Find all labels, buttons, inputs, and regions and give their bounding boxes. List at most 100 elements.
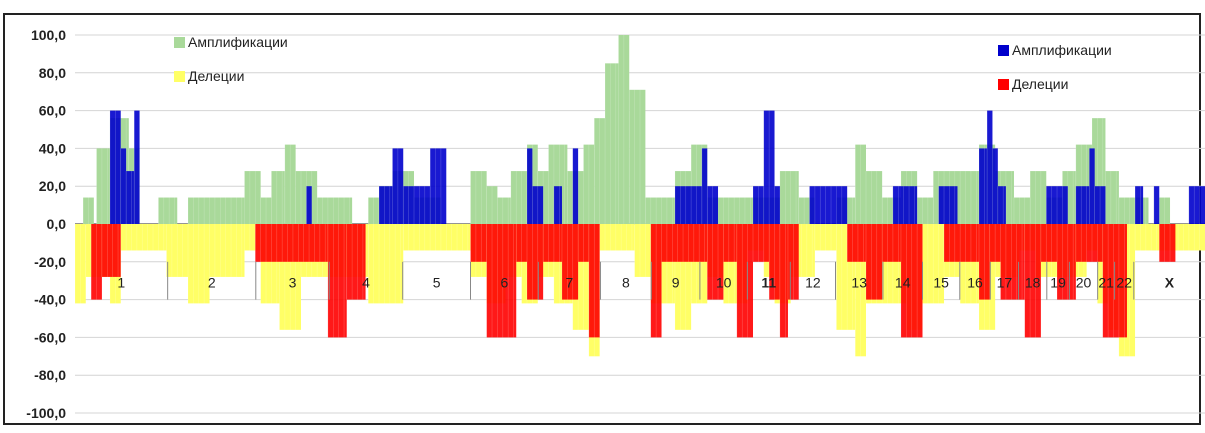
bar [650, 224, 662, 338]
bar [368, 197, 380, 224]
bar [510, 171, 527, 224]
bar [866, 171, 883, 224]
bar [368, 224, 404, 304]
bar [327, 224, 347, 338]
chromosome-label: 20 [1076, 275, 1092, 291]
bar [403, 224, 471, 251]
bar [922, 224, 945, 304]
bar [75, 224, 86, 304]
bar [346, 224, 366, 300]
bars [74, 35, 1205, 357]
bar [707, 224, 724, 300]
bar [779, 224, 788, 338]
chromosome-label: 9 [672, 275, 680, 291]
bar [126, 171, 135, 224]
bar [763, 110, 775, 224]
bar [1000, 224, 1025, 300]
bar [96, 148, 110, 224]
bar [701, 148, 708, 224]
y-tick-label: -100,0 [26, 405, 66, 421]
y-tick-label: 100,0 [31, 27, 66, 43]
legend-swatch [998, 45, 1009, 56]
bar [1153, 186, 1160, 224]
bar [1105, 171, 1119, 224]
y-tick-label: -60,0 [34, 329, 66, 345]
chromosome-label: 8 [622, 275, 630, 291]
bar [1057, 224, 1076, 300]
bar [634, 224, 651, 277]
bar [866, 224, 883, 300]
bar [101, 224, 121, 277]
bar [979, 224, 990, 300]
bar [629, 89, 646, 224]
bar [944, 224, 979, 262]
bar [855, 144, 866, 224]
y-tick-label: -20,0 [34, 254, 66, 270]
bar [753, 224, 770, 262]
bar [674, 186, 702, 224]
bar [809, 186, 848, 224]
bar [900, 224, 923, 338]
legend-label: Делеции [1012, 76, 1068, 92]
bar [707, 186, 719, 224]
bar [134, 110, 140, 224]
y-tick-label: 40,0 [39, 140, 66, 156]
bar [645, 197, 675, 224]
chromosome-label: 7 [565, 275, 573, 291]
bar [847, 224, 866, 262]
bar [430, 148, 447, 224]
bar [271, 171, 285, 224]
bar [109, 110, 121, 224]
bar [83, 197, 94, 224]
bar [548, 144, 568, 224]
chromosome-label: 5 [433, 275, 441, 291]
bar [188, 224, 210, 304]
bar [594, 118, 606, 224]
bar [882, 224, 901, 262]
legend-label: Делеции [188, 68, 244, 84]
chromosome-label: 2 [208, 275, 216, 291]
bar [989, 224, 1001, 262]
chromosome-label: 1 [117, 275, 125, 291]
bar [917, 197, 934, 224]
bar [618, 35, 630, 224]
bar [1118, 197, 1149, 224]
legend-swatch [174, 71, 185, 82]
bar [578, 224, 589, 262]
bar [486, 186, 498, 224]
bar [317, 197, 353, 224]
bar [158, 197, 178, 224]
bar [855, 224, 866, 357]
bar [1159, 224, 1176, 262]
chromosome-label: 12 [805, 275, 821, 291]
chromosome-label: 11 [761, 275, 776, 291]
legend-label: Амплификации [1012, 42, 1112, 58]
chromosome-label: 13 [851, 275, 867, 291]
bar [284, 144, 296, 224]
y-tick-label: 20,0 [39, 178, 66, 194]
y-tick-label: -40,0 [34, 292, 66, 308]
bar [1075, 186, 1090, 224]
bar [769, 224, 780, 300]
bar [543, 224, 562, 262]
chromosome-label: 15 [933, 275, 949, 291]
chromosome-label: 18 [1025, 275, 1041, 291]
bar [1024, 224, 1041, 338]
chromosome-label: 17 [997, 275, 1013, 291]
bar [599, 224, 635, 251]
bar [892, 186, 918, 224]
legend-label: Амплификации [188, 34, 288, 50]
bar [787, 224, 799, 300]
bar [1188, 186, 1205, 224]
chromosome-label: 14 [895, 275, 911, 291]
legend-swatch [174, 37, 185, 48]
bar [120, 148, 127, 224]
bar [1030, 171, 1047, 224]
bar [497, 197, 511, 224]
series-4 [90, 224, 1176, 338]
chromosome-label: X [1165, 275, 1175, 291]
bar [723, 224, 737, 262]
bar [997, 186, 1006, 224]
series-3 [109, 110, 1205, 224]
